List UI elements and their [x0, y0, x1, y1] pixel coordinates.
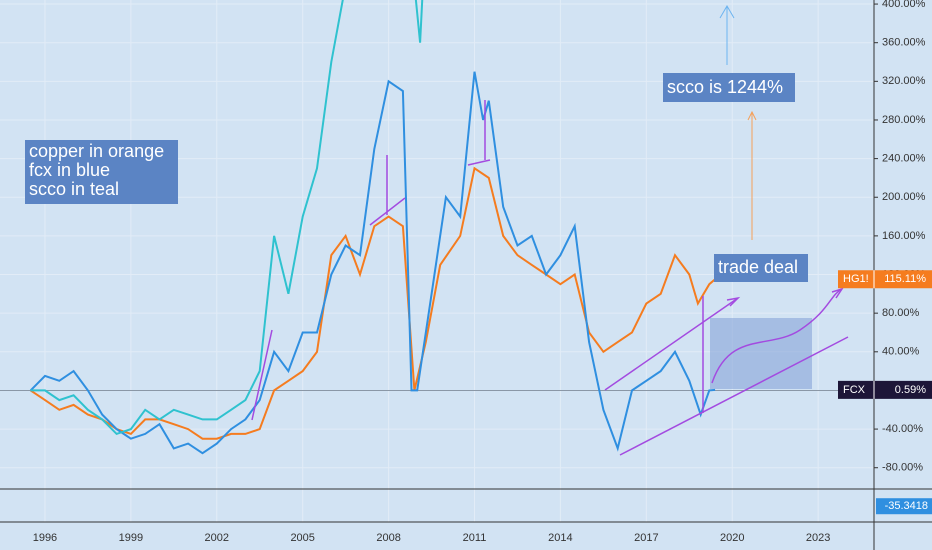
- drawings: [251, 100, 849, 456]
- x-tick-label: 2014: [548, 532, 572, 544]
- x-tick-label: 2011: [463, 532, 487, 544]
- y-tick-label: 80.00%: [882, 307, 920, 319]
- series-line: [30, 0, 424, 436]
- x-tick-label: 1999: [119, 532, 143, 544]
- x-tick-label: 2002: [205, 532, 229, 544]
- y-tick-label: 40.00%: [882, 346, 920, 358]
- y-tick-label: 200.00%: [882, 191, 926, 203]
- annotation: scco in teal: [29, 179, 119, 199]
- annotation: copper in orange: [29, 141, 164, 161]
- y-tick-label: 320.00%: [882, 75, 926, 87]
- annotation-box: [714, 254, 808, 282]
- y-tick-label: -40.00%: [882, 423, 923, 435]
- indicator-tag-value: -35.3418: [885, 500, 928, 512]
- y-tick-label: 280.00%: [882, 114, 926, 126]
- range-box: [710, 318, 812, 389]
- price-tag: [838, 380, 932, 399]
- price-tag-name: HG1!: [843, 273, 869, 285]
- price-tag: [838, 270, 932, 289]
- x-tick-label: 2017: [634, 532, 658, 544]
- annotation: scco is 1244%: [667, 77, 783, 97]
- y-tick-label: 160.00%: [882, 230, 926, 242]
- annotation-box: [25, 140, 178, 204]
- x-tick-label: 2023: [806, 532, 830, 544]
- x-tick-label: 2008: [376, 532, 400, 544]
- y-tick-label: 360.00%: [882, 37, 926, 49]
- price-tag-value: 115.11%: [884, 273, 926, 285]
- x-tick-label: 2005: [290, 532, 314, 544]
- annotation-box: [663, 73, 795, 102]
- y-tick-label: 400.00%: [882, 0, 926, 10]
- annotation: fcx in blue: [29, 160, 110, 180]
- price-tag-value: 0.59%: [895, 384, 926, 396]
- indicator-tag: [876, 498, 932, 515]
- series-line: [30, 166, 716, 440]
- lines: [29, 0, 716, 455]
- series-line: [29, 71, 716, 455]
- y-tick-label: 240.00%: [882, 153, 926, 165]
- arrow-up-orange: [747, 110, 757, 240]
- x-tick-label: 2020: [720, 532, 744, 544]
- arrow-up: [719, 5, 735, 65]
- price-tag-name: FCX: [843, 384, 866, 396]
- grid: [0, 0, 874, 522]
- y-tick-label: -80.00%: [882, 462, 923, 474]
- annotation: trade deal: [718, 257, 798, 277]
- x-tick-label: 1996: [33, 532, 57, 544]
